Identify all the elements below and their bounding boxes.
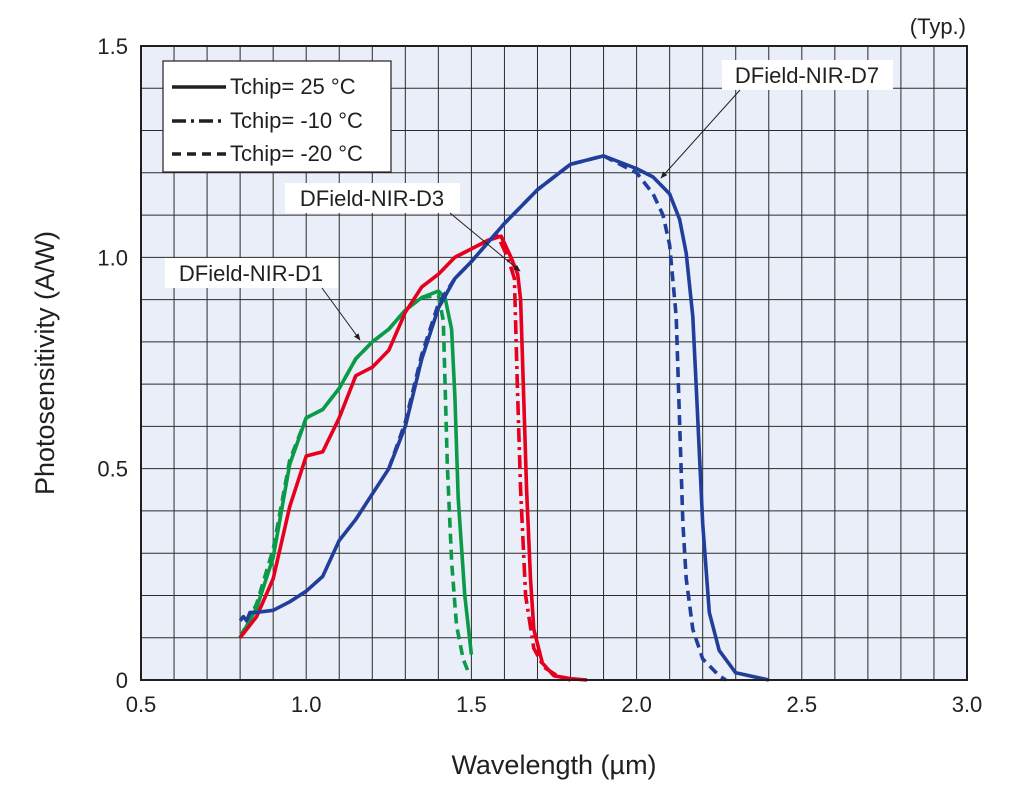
annotation-d1-box (165, 258, 338, 288)
x-tick-label: 2.5 (787, 692, 818, 717)
legend: Tchip= 25 °C Tchip= -10 °C Tchip= -20 °C (162, 60, 392, 173)
x-tick-label: 3.0 (952, 692, 983, 717)
series-dfield-nir-d1-dashed (238, 293, 470, 673)
legend-label-25: Tchip= 25 °C (230, 74, 356, 99)
series-group (238, 154, 770, 682)
annotation-d7: DField-NIR-D7 (660, 60, 893, 179)
legend-box (162, 60, 392, 173)
y-tick-label: 0.5 (97, 457, 128, 482)
y-axis-label: Photosensitivity (A/W) (30, 231, 60, 495)
y-tick-label: 1.5 (97, 34, 128, 59)
annotation-d3-arrow (449, 212, 521, 272)
x-tick-label: 2.0 (621, 692, 652, 717)
plot-frame (140, 45, 968, 681)
annotation-d3: DField-NIR-D3 (285, 183, 521, 272)
annotation-d7-label: DField-NIR-D7 (735, 63, 879, 88)
y-tick-label: 1.0 (97, 245, 128, 270)
y-tick-label: 0 (116, 668, 128, 693)
annotation-d7-arrow (660, 89, 741, 179)
annotation-d1: DField-NIR-D1 (165, 258, 361, 341)
annotation-d1-arrow (321, 287, 361, 341)
x-tick-label: 1.5 (456, 692, 487, 717)
tick-labels: 0.5 1.0 1.5 2.0 2.5 3.000.51.01.5 (97, 34, 982, 717)
annotation-d3-box (285, 183, 460, 213)
x-tick-label: 1.0 (291, 692, 322, 717)
annotation-d7-box (722, 60, 893, 90)
typ-note: (Typ.) (910, 14, 966, 39)
annotation-d1-label: DField-NIR-D1 (179, 261, 323, 286)
series-dfield-nir-d7-dashed (387, 154, 727, 682)
x-axis-label: Wavelength (µm) (451, 750, 656, 780)
legend-label-minus10: Tchip= -10 °C (230, 108, 363, 133)
x-tick-label: 0.5 (126, 692, 157, 717)
legend-label-minus20: Tchip= -20 °C (230, 141, 363, 166)
annotation-d3-label: DField-NIR-D3 (300, 186, 444, 211)
